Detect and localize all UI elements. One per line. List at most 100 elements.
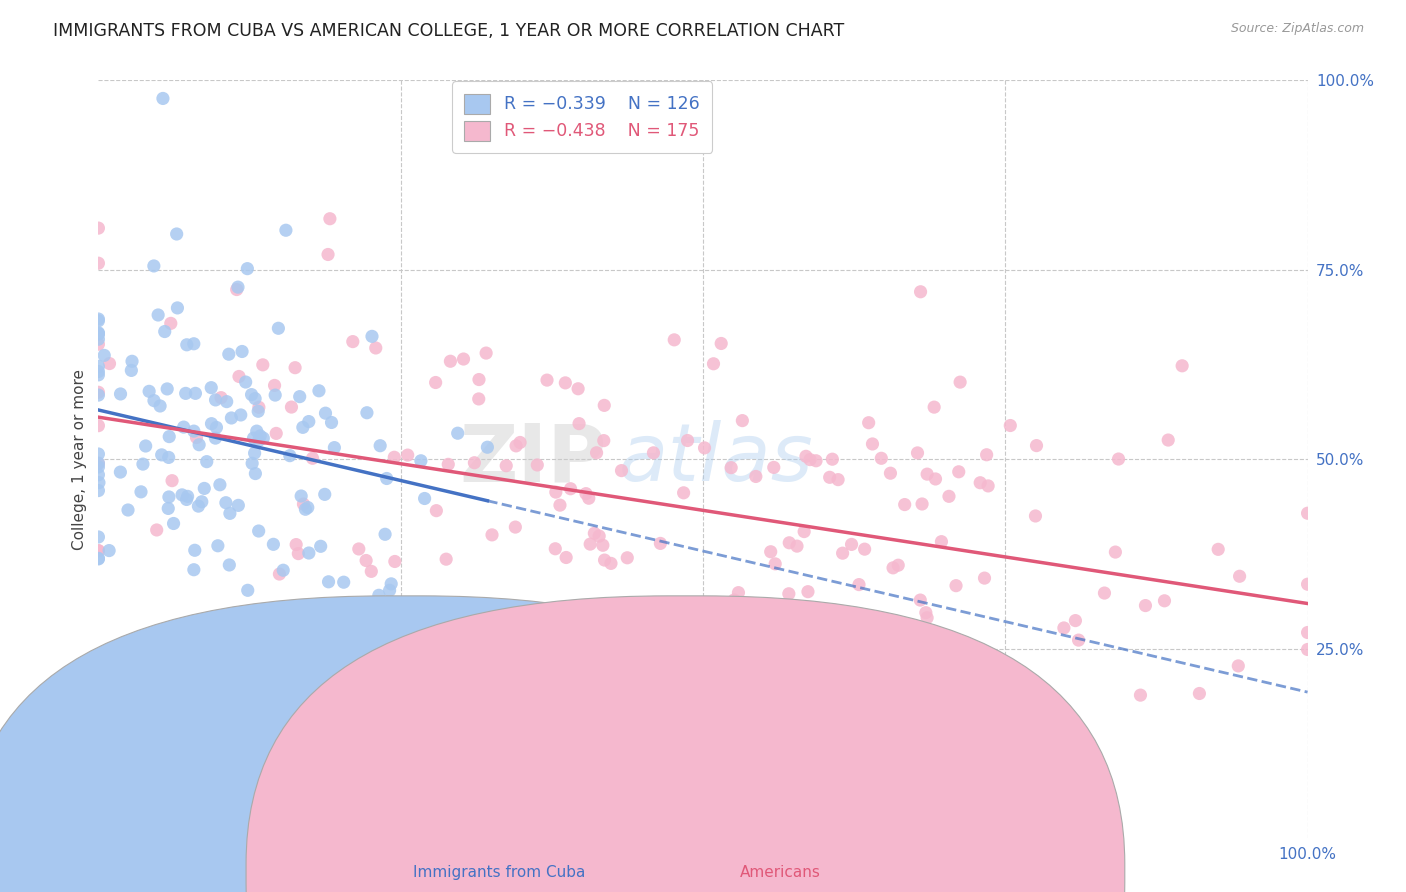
Point xyxy=(1227,659,1250,673)
Point xyxy=(209,391,232,405)
Point xyxy=(110,387,132,401)
Point xyxy=(356,406,378,420)
Point xyxy=(887,558,910,573)
Point xyxy=(314,487,336,501)
Point xyxy=(664,333,686,347)
Point xyxy=(274,223,297,237)
Point xyxy=(347,541,370,556)
Point xyxy=(585,446,607,460)
Point xyxy=(526,673,548,687)
Point xyxy=(879,467,901,481)
Point xyxy=(301,451,323,466)
Point xyxy=(87,551,110,566)
Point xyxy=(973,571,995,585)
Point xyxy=(863,627,886,641)
Point xyxy=(727,585,749,599)
Point xyxy=(157,490,180,504)
Point xyxy=(610,464,633,478)
Point xyxy=(87,314,110,328)
Point xyxy=(249,429,271,443)
Point xyxy=(801,653,824,667)
Point xyxy=(575,486,598,500)
Point xyxy=(914,606,936,620)
Point xyxy=(252,431,274,445)
Point xyxy=(568,417,591,431)
Point xyxy=(188,438,211,452)
Point xyxy=(672,485,695,500)
Point xyxy=(87,332,110,346)
Point xyxy=(607,780,630,794)
Point xyxy=(243,446,266,460)
Point xyxy=(1296,625,1319,640)
Point xyxy=(873,623,896,637)
Point xyxy=(315,406,337,420)
Point xyxy=(98,543,121,558)
Point xyxy=(183,424,205,438)
Point xyxy=(87,418,110,433)
Point xyxy=(87,256,110,270)
Point xyxy=(477,440,499,454)
Point xyxy=(87,327,110,342)
Point xyxy=(321,416,343,430)
Point xyxy=(827,473,849,487)
Point xyxy=(592,538,614,552)
Point xyxy=(228,499,250,513)
Point xyxy=(285,538,308,552)
Point xyxy=(948,465,970,479)
Point xyxy=(1188,686,1211,700)
Point xyxy=(1094,586,1116,600)
Point xyxy=(640,604,662,618)
Point xyxy=(870,451,893,466)
Point xyxy=(215,394,238,409)
Point xyxy=(537,661,560,675)
Point xyxy=(1000,418,1022,433)
Point xyxy=(143,393,166,408)
Point xyxy=(374,527,396,541)
Point xyxy=(794,450,817,464)
Point xyxy=(1296,506,1319,520)
Point xyxy=(187,499,209,513)
Point xyxy=(229,408,252,422)
Point xyxy=(157,429,180,443)
Point xyxy=(87,365,110,379)
Point xyxy=(121,354,143,368)
Point xyxy=(546,632,568,647)
Point xyxy=(396,448,419,462)
Point xyxy=(87,552,110,566)
Point xyxy=(793,524,815,539)
Text: Source: ZipAtlas.com: Source: ZipAtlas.com xyxy=(1230,22,1364,36)
Point xyxy=(409,454,432,468)
Point xyxy=(745,469,768,483)
Point xyxy=(1229,569,1251,583)
Point xyxy=(1104,545,1126,559)
Point xyxy=(87,326,110,340)
Point xyxy=(263,378,285,392)
Point xyxy=(509,435,531,450)
Text: IMMIGRANTS FROM CUBA VS AMERICAN COLLEGE, 1 YEAR OR MORE CORRELATION CHART: IMMIGRANTS FROM CUBA VS AMERICAN COLLEGE… xyxy=(53,22,845,40)
Point xyxy=(434,552,457,566)
Point xyxy=(87,543,110,558)
Point xyxy=(205,420,228,434)
Point xyxy=(235,375,257,389)
Point xyxy=(361,329,384,343)
Point xyxy=(360,565,382,579)
Point xyxy=(731,414,754,428)
Point xyxy=(278,449,301,463)
Point xyxy=(247,524,270,538)
Point xyxy=(87,312,110,326)
Point xyxy=(544,541,567,556)
Point xyxy=(87,368,110,382)
Point xyxy=(1296,642,1319,657)
Point xyxy=(425,503,447,517)
Point xyxy=(935,721,957,735)
Point xyxy=(150,448,173,462)
Point xyxy=(593,553,616,567)
Point xyxy=(269,567,291,582)
Point xyxy=(292,497,315,511)
Point xyxy=(221,411,243,425)
Point xyxy=(882,561,904,575)
Point xyxy=(693,441,716,455)
Text: Immigrants from Cuba: Immigrants from Cuba xyxy=(413,865,585,880)
Point xyxy=(184,543,207,558)
Point xyxy=(240,456,263,470)
